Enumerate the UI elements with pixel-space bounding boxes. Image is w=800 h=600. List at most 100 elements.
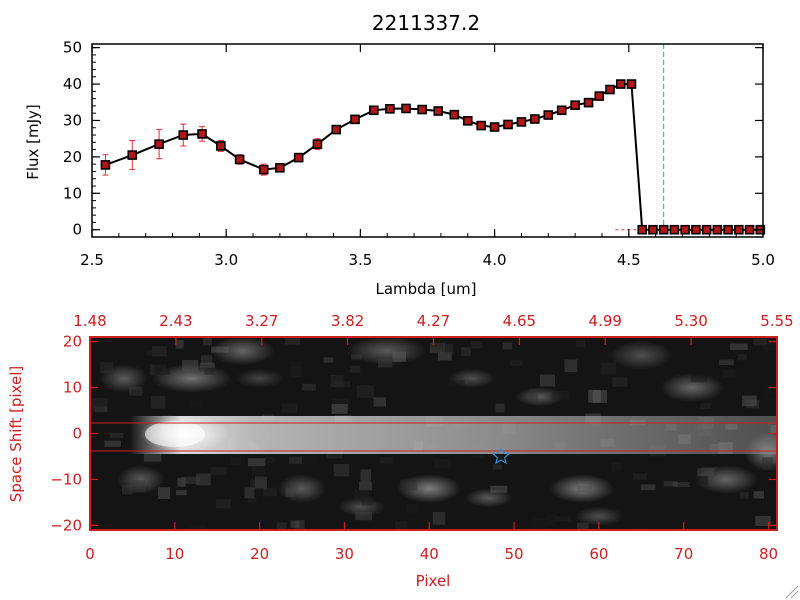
spectrum-y-tick-label: 10: [63, 184, 82, 202]
image-noise-pixel: [406, 504, 420, 513]
image-x-tick-label: 30: [335, 545, 354, 563]
image-noise-pixel: [373, 397, 387, 407]
image-noise-pixel: [576, 485, 592, 493]
image-noise-pixel: [104, 440, 121, 447]
resize-grip-icon[interactable]: [785, 585, 799, 599]
spectrum-x-tick-label: 4.0: [483, 251, 507, 269]
image-noise-pixel: [600, 362, 617, 375]
image-noise-pixel: [302, 383, 316, 391]
image-noise-pixel: [276, 451, 287, 464]
image-noise-pixel: [151, 346, 167, 357]
spectrum-x-tick-label: 3.5: [348, 251, 372, 269]
image-noise-pixel: [285, 487, 295, 497]
image-noise-pixel: [284, 337, 301, 345]
image-noise-pixel: [555, 516, 571, 522]
image-noise-blob: [346, 337, 427, 366]
spectrum-x-axis-label: Lambda [um]: [376, 280, 477, 298]
image-noise-blob: [609, 340, 674, 370]
image-x-ticks: 0 10 20 30 40 50 60 70 80: [85, 522, 778, 563]
data-point: [331, 124, 342, 135]
data-point: [476, 120, 486, 131]
data-point: [258, 164, 269, 175]
image-noise-pixel: [190, 524, 207, 530]
image-noise-pixel: [672, 481, 690, 488]
data-point: [543, 110, 554, 120]
image-noise-pixel: [302, 455, 318, 464]
image-noise-pixel: [203, 337, 212, 346]
image-noise-pixel: [211, 346, 229, 353]
image-x-tick-label: 60: [589, 545, 608, 563]
image-noise-pixel: [470, 341, 483, 349]
image-noise-pixel: [290, 520, 300, 528]
image-noise-pixel: [266, 456, 275, 464]
data-point: [350, 114, 360, 125]
image-noise-pixel: [121, 484, 133, 495]
image-noise-pixel: [632, 473, 647, 480]
image-noise-pixel: [765, 388, 777, 396]
image-noise-pixel: [532, 518, 547, 530]
image-noise-pixel: [244, 487, 255, 499]
image-noise-pixel: [182, 476, 200, 484]
image-x-tick-label: 0: [85, 545, 95, 563]
image-noise-pixel: [349, 365, 361, 373]
image-noise-pixel: [360, 469, 372, 483]
data-point: [626, 79, 637, 89]
data-point: [178, 130, 189, 140]
image-noise-pixel: [247, 497, 257, 503]
image-noise-pixel: [730, 343, 748, 350]
image-noise-pixel: [490, 485, 508, 493]
source-marker-star-icon: [491, 446, 511, 465]
data-point: [712, 224, 723, 235]
image-noise-pixel: [739, 491, 749, 499]
image-noise-pixel: [753, 338, 767, 346]
image-noise-pixel: [158, 487, 171, 499]
image-noise-blob: [660, 373, 725, 402]
spectrum-cutoff-layer: [615, 44, 763, 237]
image-noise-pixel: [392, 351, 407, 362]
data-point: [615, 79, 626, 89]
image-noise-pixel: [177, 477, 186, 487]
image-noise-pixel: [429, 342, 445, 354]
image-noise-pixel: [663, 481, 678, 487]
image-noise-pixel: [746, 399, 760, 409]
image-noise-pixel: [722, 369, 736, 378]
image-x-tick-label: 70: [674, 545, 693, 563]
image-noise-pixel: [331, 404, 349, 412]
image-noise-pixel: [100, 362, 114, 374]
data-point: [489, 122, 500, 132]
image-noise-pixel: [332, 398, 350, 409]
image-noise-pixel: [200, 362, 215, 368]
image-noise-pixel: [154, 362, 171, 375]
spectrum-series-line: [105, 83, 761, 231]
image-noise-pixel: [762, 457, 773, 470]
image-noise-pixel: [247, 458, 266, 467]
data-point: [605, 84, 615, 95]
image-noise-pixel: [448, 380, 465, 387]
image-noise-blob: [515, 387, 564, 407]
image-noise-pixel: [175, 339, 184, 349]
data-point: [369, 105, 379, 116]
image-noise-pixel: [191, 400, 203, 407]
image-noise-blob: [464, 488, 513, 508]
image-panel: 0 10 20 30 40 50 60 70 80 20 10 0 −10 −20 1.48 2.43 3.…: [7, 312, 794, 590]
image-x-tick-label: 40: [420, 545, 439, 563]
image-noise-pixel: [356, 385, 374, 398]
image-noise-blob: [235, 368, 284, 388]
data-point: [234, 154, 245, 165]
spectrum-y-tick-label: 40: [63, 75, 82, 93]
image-noise-pixel: [254, 476, 267, 489]
spectrum-y-tick-label: 30: [63, 111, 82, 129]
spectrum-y-ticks: 0 10 20 30 40 50: [63, 39, 763, 239]
image-noise-pixel: [700, 403, 711, 409]
image-noise-pixel: [737, 354, 747, 361]
image-noise-pixel: [611, 462, 622, 472]
spectrum-y-tick-label: 0: [72, 221, 82, 239]
image-x-tick-label: 20: [250, 545, 269, 563]
image-y-tick-label: −20: [50, 516, 82, 534]
data-point: [100, 160, 111, 170]
data-point: [216, 141, 226, 151]
image-noise-pixel: [251, 466, 266, 476]
image-top-tick-label: 2.43: [159, 312, 192, 330]
image-noise-pixel: [588, 389, 601, 403]
